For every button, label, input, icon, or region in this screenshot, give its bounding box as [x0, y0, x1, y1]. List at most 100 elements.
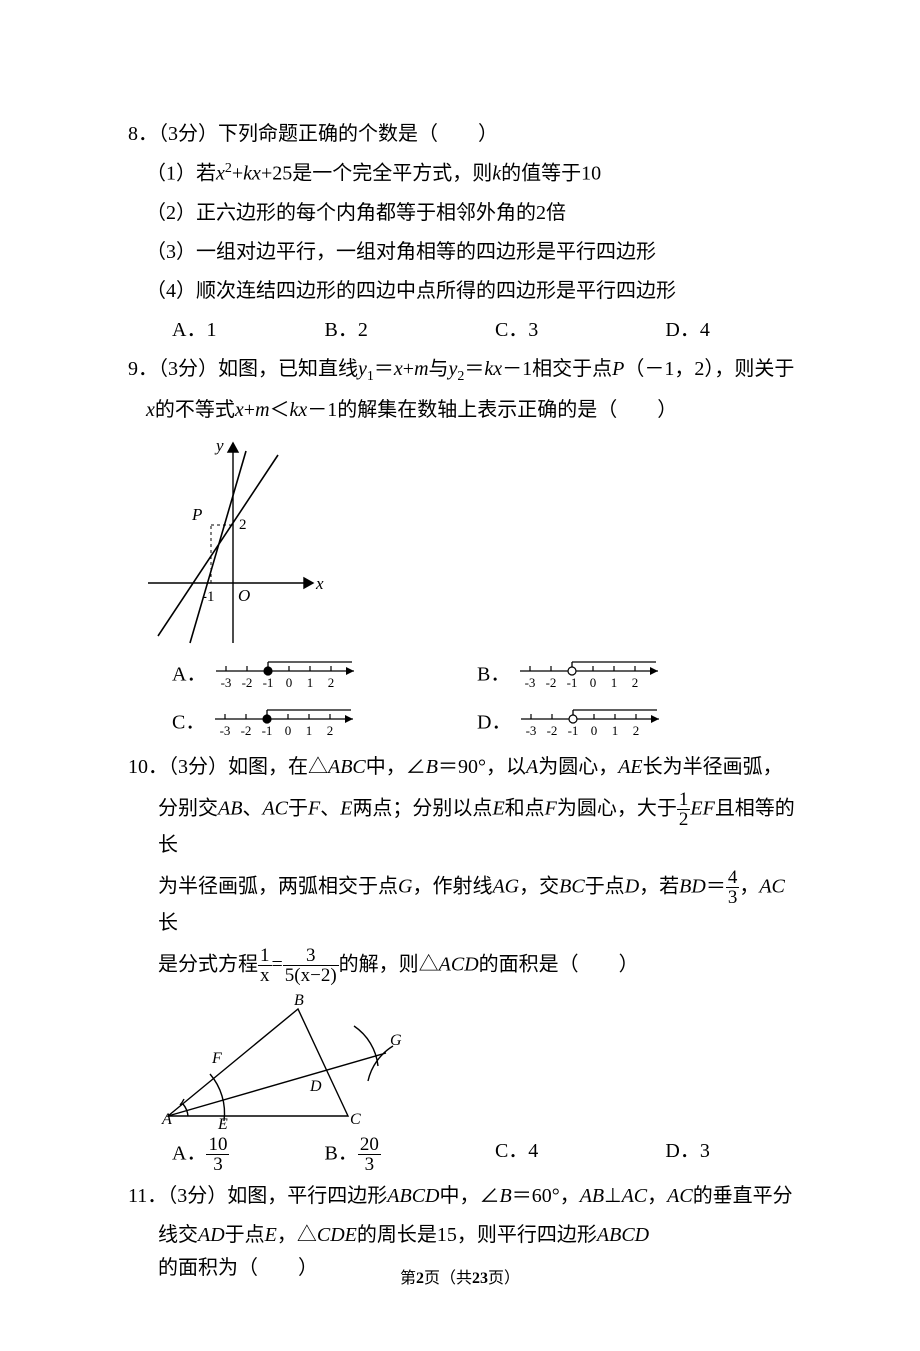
svg-text:2: 2: [632, 675, 639, 690]
q10-l1a: 10．（3分）如图，在△: [128, 756, 328, 778]
q9-optB-wrap: B． -3 -2 -1 012: [477, 655, 737, 697]
q9-label-2: 2: [239, 517, 247, 533]
numberline-C: -3-2-1012: [210, 703, 365, 745]
q8-sub1: （1）若x2+kx+25是一个完全平方式，则k的值等于10: [128, 157, 800, 191]
q9-label-O: O: [238, 586, 250, 605]
q9-optC-label: C．: [172, 711, 205, 733]
q9-label-x: x: [315, 574, 324, 593]
q10-eqrd: 5(x−2): [283, 966, 339, 985]
q11-l1c: ＝60°，: [512, 1185, 580, 1207]
numberline-B: -3 -2 -1 012: [515, 655, 670, 697]
svg-text:2: 2: [633, 723, 640, 738]
q10-l3d: 于点: [585, 875, 625, 897]
q9-t5: －1相交于点: [502, 358, 612, 380]
q10-figure: A B C D E F G: [158, 991, 418, 1131]
q10-Bd: 3: [358, 1155, 381, 1174]
q9-optD-wrap: D． -3-2-1012: [477, 703, 737, 745]
q8-sub2: （2）正六边形的每个内角都等于相邻外角的2倍: [128, 197, 800, 230]
svg-text:-2: -2: [241, 723, 252, 738]
q11-l2b: 于点: [225, 1224, 265, 1246]
q8-optA: A．1: [172, 314, 325, 347]
q8-sub3: （3）一组对边平行，一组对角相等的四边形是平行四边形: [128, 236, 800, 269]
q11-l1e: ，: [647, 1185, 667, 1207]
svg-text:-3: -3: [525, 675, 536, 690]
q10-optB: B．203: [325, 1135, 495, 1174]
page-footer: 第2页（共23页）: [0, 1266, 920, 1292]
q10-l3g: ，: [739, 875, 759, 897]
svg-text:2: 2: [328, 675, 335, 690]
q10-l3c: ，交: [519, 875, 559, 897]
svg-text:1: 1: [612, 723, 619, 738]
footer-suf: 页）: [488, 1270, 520, 1287]
svg-text:0: 0: [286, 675, 293, 690]
q10-l1e: 长为半径画弧，: [643, 756, 783, 778]
svg-text:1: 1: [306, 723, 313, 738]
q10-l2: 分别交AB、AC于F、E两点；分别以点E和点F为圆心，大于12EF且相等的长: [128, 790, 800, 862]
svg-text:0: 0: [591, 723, 598, 738]
q10-labD: D: [309, 1078, 322, 1095]
q10-optC: C．4: [495, 1135, 665, 1174]
footer-pre: 第: [400, 1270, 416, 1287]
q10-labB: B: [294, 992, 304, 1009]
q8-optD: D．4: [665, 314, 800, 347]
q10-l1d: 为圆心，: [538, 756, 618, 778]
q11-l2c: ，△: [277, 1224, 317, 1246]
q11-l1d: ⊥: [604, 1185, 621, 1207]
q9-l2b: ＜: [270, 399, 290, 421]
q10-l1: 10．（3分）如图，在△ABC中，∠B＝90°，以A为圆心，AE长为半径画弧，: [128, 751, 800, 784]
q10-Ad: 3: [206, 1155, 229, 1174]
exam-page: 8．（3分）下列命题正确的个数是（ ） （1）若x2+kx+25是一个完全平方式…: [0, 0, 920, 1351]
q10-labE: E: [217, 1116, 228, 1131]
svg-text:-1: -1: [262, 723, 273, 738]
q9-t3: 与: [429, 358, 449, 380]
footer-num: 2: [416, 1270, 424, 1287]
q10-l4c: 的面积是（ ）: [479, 953, 639, 975]
q10-An: 10: [206, 1135, 229, 1155]
q9-label-y: y: [214, 436, 224, 455]
svg-text:-3: -3: [526, 723, 537, 738]
q10-optA: A．103: [172, 1135, 325, 1174]
q9-row2: C． -3-2-1012 D． -3-2-1012: [128, 703, 800, 745]
q10-eqrn: 3: [283, 946, 339, 966]
q9-t6: （－1，2），则关于: [624, 358, 794, 380]
q10-l1c: ＝90°，以: [438, 756, 526, 778]
svg-text:-3: -3: [220, 723, 231, 738]
q9-optD-label: D．: [477, 711, 511, 733]
q10-l4b: 的解，则△: [339, 953, 439, 975]
q10-l3: 为半径画弧，两弧相交于点G，作射线AG，交BC于点D，若BD＝43，AC长: [128, 868, 800, 940]
q11-l2a: 线交: [158, 1224, 198, 1246]
q10-l3e: ，若: [639, 875, 679, 897]
numberline-D: -3-2-1012: [516, 703, 671, 745]
q10-l2c: 于: [288, 797, 308, 819]
q10-l3b: ，作射线: [412, 875, 492, 897]
q9-label-neg1: -1: [202, 589, 215, 605]
q9-optC-wrap: C． -3-2-1012: [172, 703, 477, 745]
q10-Blab: B．: [325, 1142, 358, 1164]
q9-l2c: －1的解集在数轴上表示正确的是（ ）: [307, 399, 677, 421]
q10-43d: 3: [726, 888, 740, 907]
q10-eqld: x: [258, 966, 272, 985]
q9-line2: x的不等式x+m＜kx－1的解集在数轴上表示正确的是（ ）: [128, 394, 800, 427]
q11-l1f: 的垂直平分: [693, 1185, 793, 1207]
q10-labF: F: [211, 1050, 222, 1067]
q8-optC: C．3: [495, 314, 665, 347]
q10-l4: 是分式方程1x=35(x−2)的解，则△ACD的面积是（ ）: [128, 946, 800, 985]
q9-optA-wrap: A． -3-2-1012: [172, 655, 477, 697]
q10-options: A．103 B．203 C．4 D．3: [128, 1135, 800, 1174]
q8-s1b: +25是一个完全平方式，则: [261, 163, 492, 185]
svg-text:-2: -2: [242, 675, 253, 690]
q10-Bn: 20: [358, 1135, 381, 1155]
q11-l2d: 的周长是15，则平行四边形: [357, 1224, 597, 1246]
svg-text:1: 1: [611, 675, 618, 690]
svg-text:-1: -1: [567, 675, 578, 690]
svg-text:2: 2: [327, 723, 334, 738]
svg-text:-2: -2: [546, 675, 557, 690]
svg-text:0: 0: [590, 675, 597, 690]
q9-t1: 9．（3分）如图，已知直线: [128, 358, 358, 380]
q11-l1b: 中，∠: [439, 1185, 499, 1207]
footer-total: 23: [472, 1270, 488, 1287]
numberline-A: -3-2-1012: [211, 655, 366, 697]
q9-optB-label: B．: [477, 663, 510, 685]
svg-text:-3: -3: [221, 675, 232, 690]
q9-stem: 9．（3分）如图，已知直线y1＝x+m与y2＝kx－1相交于点P（－1，2），则…: [128, 353, 800, 388]
